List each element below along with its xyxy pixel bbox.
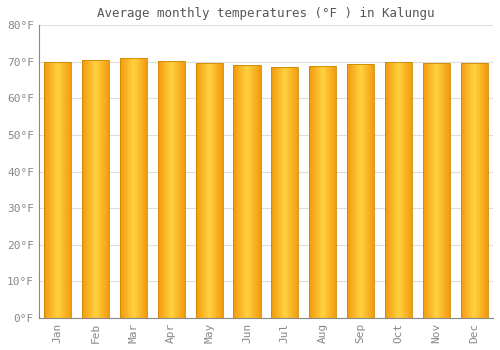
Bar <box>460 63 488 318</box>
Bar <box>385 62 412 318</box>
Bar <box>120 58 147 318</box>
Bar <box>271 67 298 318</box>
Bar <box>422 63 450 318</box>
Bar <box>347 64 374 318</box>
Bar <box>196 63 223 318</box>
Bar <box>158 61 185 318</box>
Bar <box>234 65 260 318</box>
Bar <box>309 65 336 318</box>
Bar <box>82 60 109 318</box>
Bar <box>44 62 72 318</box>
Title: Average monthly temperatures (°F ) in Kalungu: Average monthly temperatures (°F ) in Ka… <box>97 7 434 20</box>
